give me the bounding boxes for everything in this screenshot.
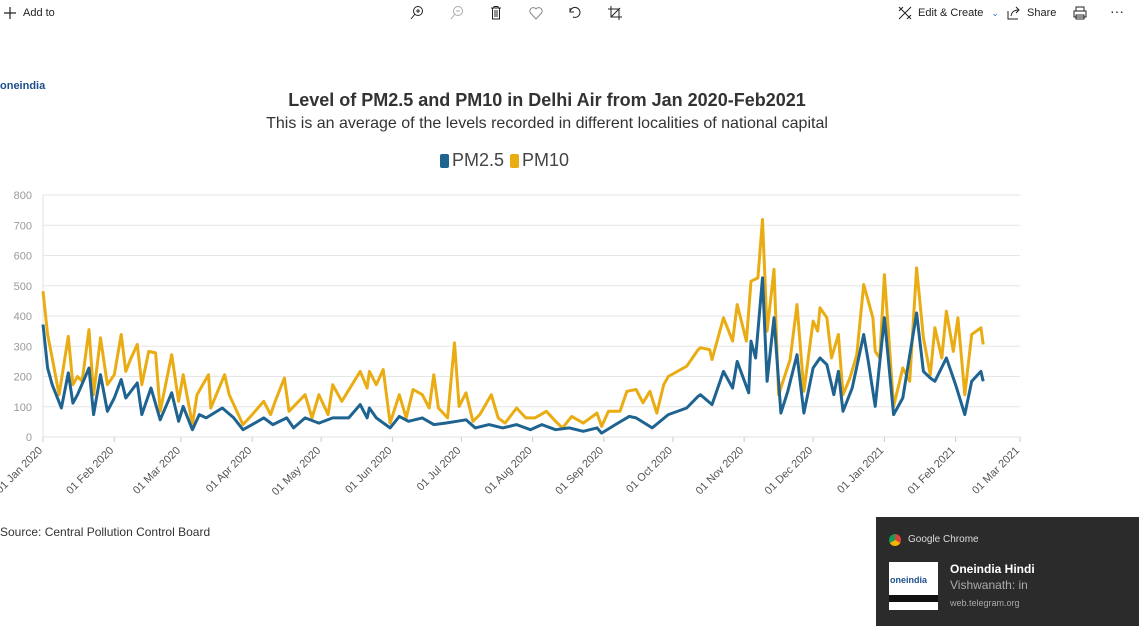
plus-icon [2,5,18,21]
x-tick-label: 01 Feb 2021 [906,445,958,497]
x-tick-label: 01 Jun 2020 [343,445,394,496]
edit-create-button[interactable]: Edit & Create ⌄ [897,5,999,21]
x-tick-label: 01 Nov 2020 [694,445,747,498]
legend-label: PM10 [522,150,570,170]
delete-button[interactable] [488,5,504,21]
y-tick-label: 300 [14,341,32,353]
chart-legend: PM2.5 PM10 [440,150,569,171]
trash-icon [488,5,504,21]
legend-item-pm25[interactable]: PM2.5 [440,150,504,171]
x-tick-label: 01 Mar 2020 [131,445,183,497]
x-tick-label: 01 May 2020 [270,445,323,498]
x-tick-label: 01 Sep 2020 [553,445,606,498]
series-line-pm10 [41,218,985,430]
chart-title: Level of PM2.5 and PM10 in Delhi Air fro… [288,90,806,110]
rotate-button[interactable] [567,5,583,21]
notification-title: Oneindia Hindi [950,562,1035,576]
zoom-out-button[interactable] [449,5,465,21]
y-tick-label: 100 [14,402,32,414]
x-tick-label: 01 Dec 2020 [763,445,816,498]
zoom-out-icon [449,5,465,21]
notification-site: web.telegram.org [950,598,1020,608]
edit-icon [897,5,913,21]
x-tick-label: 01 Mar 2021 [970,445,1022,497]
print-button[interactable] [1072,5,1088,21]
share-icon [1006,5,1022,21]
more-icon: ··· [1110,3,1124,19]
y-tick-label: 800 [14,190,32,202]
share-label: Share [1027,7,1057,19]
chrome-icon [889,534,901,546]
series-line-pm25 [41,276,985,435]
add-to-button[interactable]: Add to [2,5,55,21]
line-chart: 0 100 200 300 400 500 600 700 800 01 Jan 2020 01 F… [0,190,1022,498]
x-tick-label: 01 Oct 2020 [624,445,675,496]
y-tick-label: 400 [14,311,32,323]
notification-body: Vishwanath: in [950,578,1028,592]
y-tick-label: 600 [14,251,32,263]
add-to-label: Add to [23,7,55,19]
photos-toolbar: Add to Edit & Create ⌄ Share ··· [0,0,1147,28]
y-tick-label: 500 [14,281,32,293]
legend-label: PM2.5 [452,150,505,170]
x-tick-label: 01 Feb 2020 [64,445,116,497]
rotate-icon [567,5,583,21]
chevron-down-icon: ⌄ [991,7,999,18]
y-tick-label: 200 [14,372,32,384]
share-button[interactable]: Share [1006,5,1056,21]
print-icon [1072,5,1088,21]
zoom-in-icon [409,5,425,21]
oneindia-logo: oneindia [0,80,46,92]
notification-app: Google Chrome [908,534,979,545]
x-tick-label: 01 Jan 2021 [835,445,886,496]
x-tick-label: 01 Jul 2020 [415,445,464,494]
chrome-notification[interactable]: Google Chrome oneindia Oneindia Hindi Vi… [876,517,1139,626]
edit-create-label: Edit & Create [918,7,984,19]
legend-swatch [510,153,520,168]
heart-icon [528,5,544,21]
chart-subtitle: This is an average of the levels recorde… [266,115,828,132]
y-tick-label: 700 [14,220,32,232]
x-tick-label: 01 Apr 2020 [204,445,254,495]
notification-thumbnail: oneindia [889,562,938,610]
x-tick-label: 01 Jan 2020 [0,445,45,496]
legend-swatch [440,153,449,168]
crop-icon [607,5,623,21]
crop-button[interactable] [607,5,623,21]
zoom-in-button[interactable] [409,5,425,21]
x-tick-label: 01 Aug 2020 [483,445,535,497]
source-note: Source: Central Pollution Control Board [0,525,211,539]
favorite-button[interactable] [528,5,544,21]
y-tick-label: 0 [26,432,32,444]
more-button[interactable]: ··· [1110,3,1124,19]
legend-item-pm10[interactable]: PM10 [510,150,569,171]
